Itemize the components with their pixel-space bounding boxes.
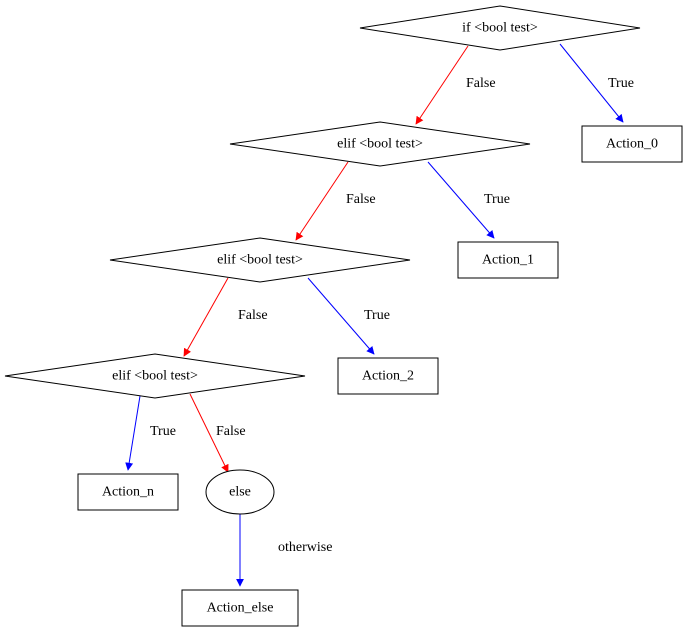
edge xyxy=(128,396,140,470)
node-label: if <bool test> xyxy=(462,21,538,36)
node-label: Action_0 xyxy=(606,137,658,152)
edge xyxy=(416,46,468,124)
node-label: elif <bool test> xyxy=(217,253,303,268)
edge xyxy=(184,278,228,356)
node-label: else xyxy=(229,485,251,500)
node-label: Action_2 xyxy=(362,369,414,384)
edge-label: False xyxy=(238,308,268,323)
edge-label: False xyxy=(346,192,376,207)
node-label: Action_1 xyxy=(482,253,534,268)
edge-label: True xyxy=(150,424,176,439)
edge-label: False xyxy=(466,76,496,91)
edge-label: True xyxy=(364,308,390,323)
node-label: elif <bool test> xyxy=(112,369,198,384)
node-label: Action_else xyxy=(207,601,274,616)
edge-label: False xyxy=(216,424,246,439)
node-label: Action_n xyxy=(102,485,154,500)
edge xyxy=(296,162,348,240)
edge-label: True xyxy=(484,192,510,207)
flowchart-canvas: True False True False True False True False othe… xyxy=(0,0,691,639)
edge-label: otherwise xyxy=(278,540,332,555)
edge-label: True xyxy=(608,76,634,91)
node-label: elif <bool test> xyxy=(337,137,423,152)
